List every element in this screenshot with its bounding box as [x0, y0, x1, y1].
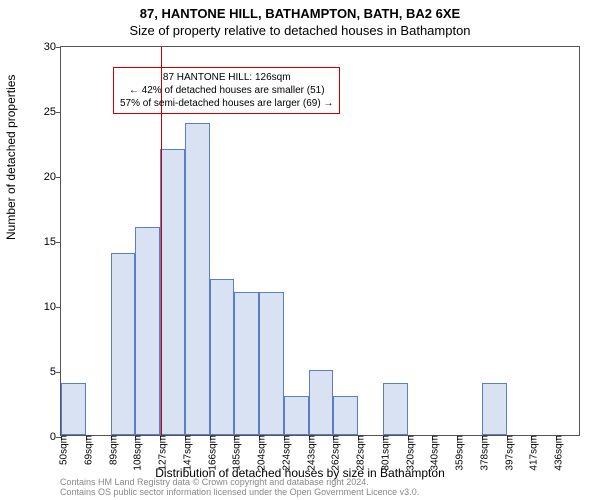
- x-tick-label: 89sqm: [102, 435, 119, 465]
- y-tick-mark: [56, 307, 61, 308]
- y-tick-mark: [56, 47, 61, 48]
- histogram-bar: [135, 227, 160, 435]
- x-tick-label: 50sqm: [53, 435, 70, 465]
- chart-title-block: 87, HANTONE HILL, BATHAMPTON, BATH, BA2 …: [0, 6, 600, 38]
- histogram-bar: [61, 383, 86, 435]
- y-tick-mark: [56, 242, 61, 243]
- histogram-bar: [482, 383, 507, 435]
- annotation-line: 57% of semi-detached houses are larger (…: [120, 97, 333, 110]
- histogram-bar: [210, 279, 235, 435]
- histogram-bar: [111, 253, 136, 435]
- histogram-bar: [383, 383, 408, 435]
- y-tick-mark: [56, 372, 61, 373]
- footer-attribution: Contains HM Land Registry data © Crown c…: [60, 478, 419, 498]
- histogram-bar: [309, 370, 334, 435]
- footer-line-2: Contains OS public sector information li…: [60, 488, 419, 498]
- histogram-bar: [259, 292, 284, 435]
- y-axis-label: Number of detached properties: [4, 75, 18, 240]
- plot-area: 05101520253050sqm69sqm89sqm108sqm127sqm1…: [60, 46, 580, 436]
- histogram-bar: [333, 396, 358, 435]
- annotation-line: ← 42% of detached houses are smaller (51…: [120, 84, 333, 97]
- histogram-bar: [284, 396, 309, 435]
- histogram-bar: [234, 292, 259, 435]
- x-tick-label: 69sqm: [77, 435, 94, 465]
- chart-title-desc: Size of property relative to detached ho…: [0, 23, 600, 38]
- histogram-bar: [185, 123, 210, 435]
- annotation-box: 87 HANTONE HILL: 126sqm← 42% of detached…: [113, 67, 340, 114]
- histogram-bar: [160, 149, 185, 435]
- chart-title-address: 87, HANTONE HILL, BATHAMPTON, BATH, BA2 …: [0, 6, 600, 21]
- y-tick-mark: [56, 177, 61, 178]
- y-tick-mark: [56, 112, 61, 113]
- annotation-line: 87 HANTONE HILL: 126sqm: [120, 71, 333, 84]
